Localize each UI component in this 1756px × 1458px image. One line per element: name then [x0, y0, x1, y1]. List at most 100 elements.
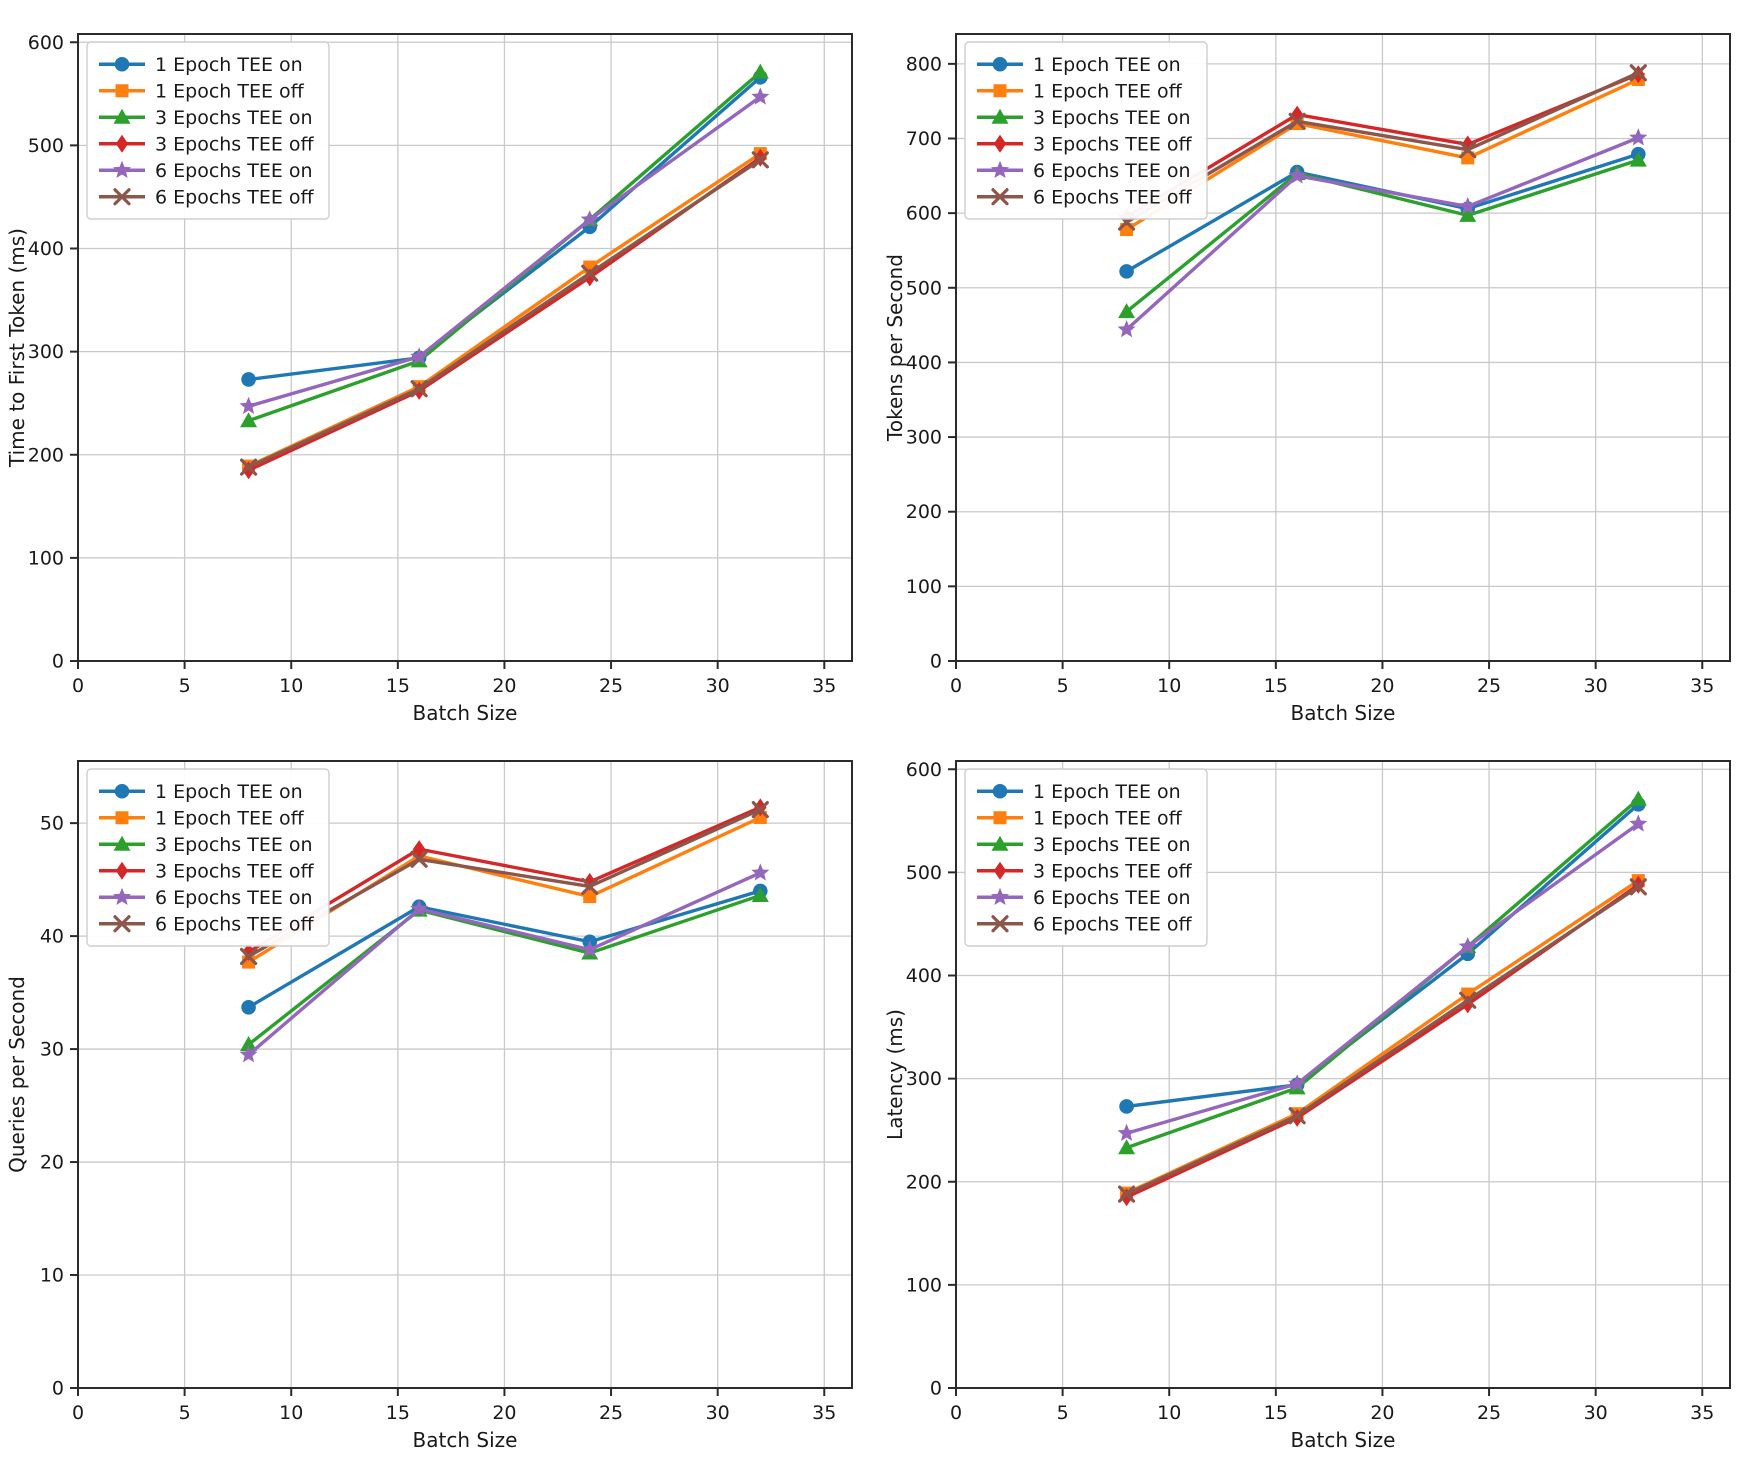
x-marker [1117, 1185, 1136, 1203]
x-tick-label: 5 [179, 675, 191, 697]
x-tick-label: 0 [72, 1402, 84, 1424]
plot-border [955, 33, 1731, 662]
diamond-marker [412, 840, 426, 859]
chart-canvas: 0 5 10 15 20 25 30 35 0 10 20 30 40 50 Batch Size Queri… [5, 760, 853, 1452]
plot-border [955, 760, 1731, 1389]
legend-label: 6 Epochs TEE on [155, 160, 313, 182]
x-marker [410, 380, 428, 398]
legend-label: 3 Epochs TEE off [1033, 133, 1193, 155]
y-tick-label: 100 [906, 1274, 942, 1296]
plot-border [77, 760, 853, 1389]
series-line [1124, 885, 1641, 1196]
x-axis-label: Batch Size [413, 1428, 518, 1452]
x-tick-label: 0 [950, 1402, 962, 1424]
triangle-marker [1629, 790, 1647, 806]
x-marker [1288, 1107, 1306, 1125]
series-line [246, 807, 763, 959]
triangle-marker [751, 63, 769, 79]
y-tick-label: 50 [40, 813, 64, 835]
grid-lines [77, 34, 852, 662]
star-marker [751, 87, 770, 105]
star-marker [1458, 196, 1477, 215]
y-axis-label: Tokens per Second [883, 254, 907, 442]
star-marker [1288, 166, 1307, 184]
x-tick-label: 0 [72, 675, 84, 697]
series-6-epochs-tee-on [1117, 128, 1648, 338]
square-marker [115, 811, 129, 825]
triangle-marker [1118, 1139, 1136, 1155]
x-marker [581, 877, 599, 895]
legend-label: 1 Epoch TEE on [155, 781, 303, 803]
x-marker [991, 188, 1009, 206]
diamond-marker [993, 861, 1007, 880]
y-tick-label: 100 [28, 547, 64, 569]
series-6-epochs-tee-off [239, 800, 769, 966]
y-tick-label: 10 [40, 1265, 64, 1287]
x-marker [751, 800, 769, 819]
x-tick-label: 10 [1157, 675, 1181, 697]
diamond-marker [993, 134, 1007, 153]
star-marker [112, 887, 132, 905]
y-tick-label: 400 [906, 352, 942, 374]
x-axis-label: Batch Size [1291, 701, 1396, 725]
series-6-epochs-tee-off [1117, 878, 1647, 1203]
plot-border [77, 33, 853, 662]
x-marker [239, 947, 258, 966]
y-tick-label: 700 [906, 128, 942, 150]
y-axis-label: Latency (ms) [883, 1009, 907, 1140]
series-6-epochs-tee-off [239, 151, 769, 476]
y-tick-label: 500 [906, 277, 942, 299]
x-tick-label: 15 [386, 1402, 410, 1424]
axis-ticks: 0 5 10 15 20 25 30 35 0 100 200 300 400 500 600 [906, 759, 1715, 1424]
square-marker [115, 84, 129, 98]
star-marker [751, 863, 770, 881]
star-marker [239, 1045, 258, 1063]
star-marker [1288, 1074, 1307, 1092]
legend-label: 6 Epochs TEE off [155, 913, 315, 935]
diamond-marker [115, 861, 129, 880]
x-tick-label: 10 [1157, 1402, 1181, 1424]
square-marker [583, 890, 597, 904]
circle-marker [1119, 1099, 1134, 1114]
circle-marker [241, 372, 256, 387]
y-tick-label: 100 [906, 576, 942, 598]
chart-canvas: 0 5 10 15 20 25 30 35 0 100 200 300 400 500 600 700 800 B… [883, 33, 1731, 725]
series-line [1124, 71, 1641, 224]
triangle-marker [991, 835, 1009, 851]
x-marker [239, 458, 258, 476]
axis-ticks: 0 5 10 15 20 25 30 35 0 100 200 300 400 500 600 700 800 [906, 53, 1715, 697]
legend-label: 6 Epochs TEE off [1033, 913, 1193, 935]
x-tick-label: 15 [386, 675, 410, 697]
chart-time-to-first-token: 0 5 10 15 20 25 30 35 0 100 200 300 400 500 600 Batch S… [0, 0, 878, 727]
x-tick-label: 30 [1584, 1402, 1608, 1424]
series-line [1124, 72, 1641, 219]
y-tick-label: 500 [28, 135, 64, 157]
triangle-marker [751, 886, 769, 902]
series-line [1124, 822, 1641, 1135]
legend-label: 3 Epochs TEE off [1033, 860, 1193, 882]
x-tick-label: 35 [812, 675, 836, 697]
legend-label: 3 Epochs TEE on [1033, 834, 1191, 856]
diamond-marker [1461, 135, 1474, 154]
legend-label: 1 Epoch TEE off [155, 807, 305, 829]
x-marker [113, 915, 131, 933]
circle-marker [992, 783, 1008, 799]
star-marker [1117, 320, 1136, 338]
legend: 1 Epoch TEE on 1 Epoch TEE off 3 Epochs TE… [86, 768, 330, 947]
legend-label: 6 Epochs TEE on [1033, 887, 1191, 909]
star-marker [112, 160, 132, 178]
series-line [246, 893, 763, 1047]
y-tick-label: 600 [906, 759, 942, 781]
star-marker [990, 160, 1010, 178]
star-marker [1458, 937, 1477, 955]
x-tick-label: 25 [599, 675, 623, 697]
legend-label: 3 Epochs TEE on [155, 107, 313, 129]
y-tick-label: 800 [906, 53, 942, 75]
x-tick-label: 25 [1477, 675, 1501, 697]
star-marker [580, 940, 599, 958]
legend-label: 1 Epoch TEE on [155, 54, 303, 76]
series-line [1124, 136, 1641, 332]
x-tick-label: 10 [279, 1402, 303, 1424]
triangle-marker [113, 835, 131, 851]
